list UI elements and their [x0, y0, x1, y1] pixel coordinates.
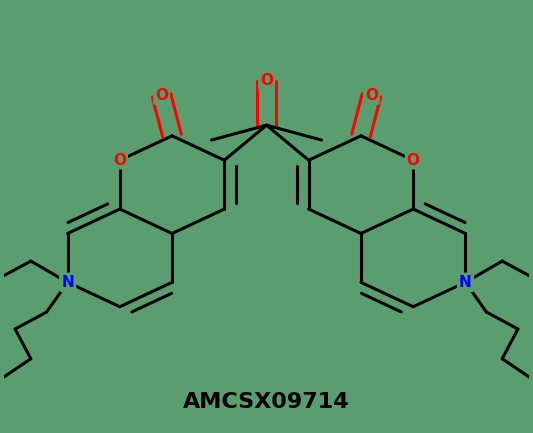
- Text: N: N: [459, 275, 472, 290]
- Text: O: O: [365, 88, 378, 103]
- Text: O: O: [407, 153, 419, 168]
- Text: O: O: [260, 73, 273, 88]
- Text: N: N: [61, 275, 74, 290]
- Text: O: O: [114, 153, 126, 168]
- Text: AMCSX09714: AMCSX09714: [183, 392, 350, 412]
- Text: O: O: [155, 88, 168, 103]
